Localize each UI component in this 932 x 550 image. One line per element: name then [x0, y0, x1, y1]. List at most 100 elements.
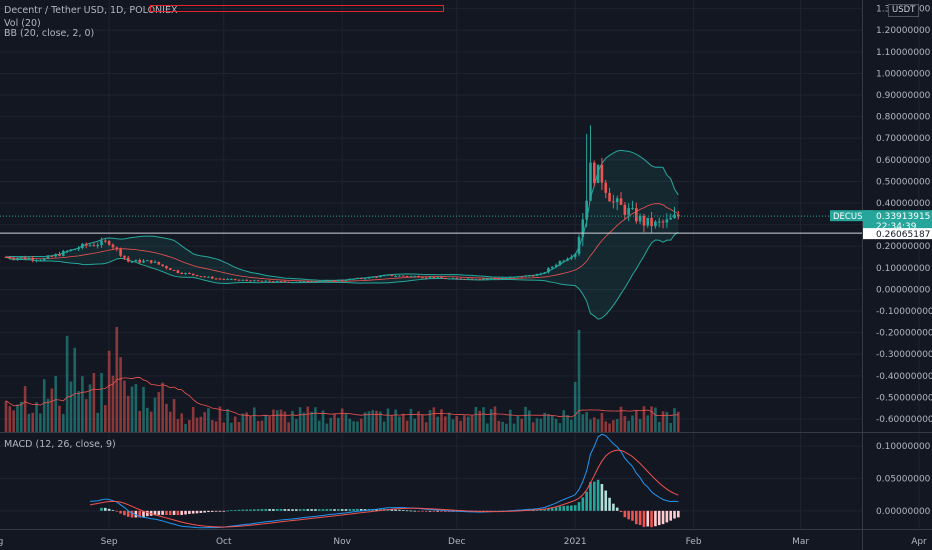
volume-bar: [657, 421, 661, 432]
symbol-tag-label: DECUSDT: [833, 212, 875, 222]
bollinger-basis: [5, 203, 679, 282]
macd-hist-bar: [413, 510, 417, 512]
macd-hist-bar: [272, 509, 275, 511]
macd-hist-bar: [230, 510, 233, 511]
candle-body: [188, 272, 191, 274]
macd-hist-bar: [298, 509, 302, 511]
volume-bar: [623, 416, 627, 432]
currency-unit-button[interactable]: USDT: [888, 4, 920, 17]
volume-bar: [508, 409, 512, 432]
candle-body: [344, 279, 348, 281]
price-tick-label: 1.20000000: [876, 26, 931, 36]
macd-hist-bar: [314, 509, 317, 511]
macd-legend[interactable]: MACD (12, 26, close, 9): [4, 439, 116, 450]
candle-body: [352, 278, 355, 280]
volume-bar: [363, 412, 367, 432]
candle-body: [275, 281, 279, 283]
macd-hist-bar: [104, 507, 107, 511]
volume-bar: [367, 411, 371, 432]
volume-bar: [466, 416, 470, 432]
macd-hist-bar: [264, 509, 268, 511]
last-price-badge: [863, 210, 932, 232]
macd-hist-bar: [203, 510, 206, 513]
macd-hist-bar: [233, 510, 237, 511]
volume-bar: [505, 423, 508, 432]
candle-body: [367, 277, 371, 279]
candle-body: [54, 254, 57, 257]
volume-legend[interactable]: Vol (20): [4, 18, 41, 29]
macd-hist-bar: [604, 490, 608, 511]
candle-body: [333, 280, 336, 282]
macd-hist-bar: [612, 503, 615, 511]
price-tick-label: -0.40000000: [876, 372, 932, 382]
time-tick-label: Oct: [216, 537, 232, 547]
volume-bar: [279, 409, 283, 432]
volume-bar: [27, 413, 31, 432]
candle-body: [528, 275, 531, 277]
macd-hist-bar: [176, 510, 180, 516]
macd-hist-bar: [119, 510, 122, 514]
volume-bar: [413, 418, 417, 432]
volume-bar: [65, 335, 69, 432]
candle-body: [554, 264, 558, 267]
macd-hist-bar: [554, 507, 558, 511]
volume-bar: [35, 402, 38, 432]
volume-bar: [631, 415, 634, 432]
candle-body: [497, 278, 501, 280]
volume-bar: [42, 379, 46, 432]
candle-body: [126, 257, 130, 262]
macd-hist-bar: [398, 509, 401, 511]
volume-bar: [421, 414, 424, 432]
volume-bar: [375, 410, 378, 432]
macd-hist-bar: [287, 509, 290, 511]
macd-hist-bar: [115, 510, 119, 512]
volume-bar: [207, 408, 210, 432]
volume-bar: [241, 413, 245, 432]
volume-bar: [302, 412, 306, 432]
candle-body: [260, 280, 264, 282]
candle-body: [272, 281, 275, 283]
volume-bar: [654, 407, 657, 432]
macd-hist-bar: [161, 510, 164, 515]
volume-bar: [646, 415, 650, 432]
macd-hist-bar: [142, 510, 145, 517]
volume-bar: [237, 421, 241, 432]
macd-hist-bar: [424, 510, 428, 512]
macd-hist-bar: [619, 510, 623, 513]
candle-body: [16, 258, 19, 260]
volume-bar: [394, 409, 397, 432]
symbol-tag-badge[interactable]: [830, 210, 873, 222]
volume-bar: [96, 412, 99, 432]
candle-body: [627, 208, 630, 215]
volume-bar: [486, 423, 489, 432]
candle-body: [42, 258, 46, 261]
macd-hist-bar: [436, 510, 439, 512]
macd-hist-bar: [317, 509, 321, 511]
volume-bar: [558, 423, 562, 432]
symbol-title[interactable]: Decentr / Tether USD, 1D, POLONIEX: [4, 5, 178, 16]
candle-body: [191, 273, 195, 275]
macd-hist-bar: [253, 509, 256, 511]
macd-hist-bar: [673, 510, 676, 519]
macd-hist-bar: [547, 508, 550, 511]
macd-hist-bar: [218, 510, 222, 512]
candle-body: [88, 245, 92, 247]
candle-body: [600, 164, 604, 183]
volume-bar: [673, 408, 676, 432]
macd-hist-bar: [207, 510, 210, 513]
time-tick-label: Dec: [448, 537, 465, 547]
candle-body: [432, 277, 436, 279]
volume-bar: [149, 411, 153, 432]
bb-legend[interactable]: BB (20, close, 2, 0): [4, 28, 94, 39]
volume-bar: [635, 410, 638, 432]
macd-hist-bar: [275, 509, 279, 511]
volume-bar: [111, 375, 115, 432]
candle-body: [619, 198, 623, 205]
volume-bar: [516, 415, 520, 432]
volume-bar: [463, 415, 466, 432]
candle-body: [340, 279, 344, 281]
volume-bar: [310, 411, 313, 432]
macd-hist-bar: [573, 505, 577, 511]
candle-body: [146, 260, 149, 262]
